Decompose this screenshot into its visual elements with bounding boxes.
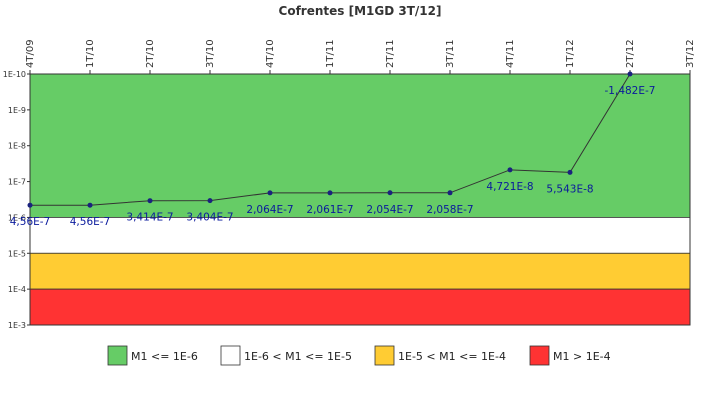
data-label: -1,482E-7 bbox=[605, 85, 656, 97]
y-tick-label: 1E-6 bbox=[8, 213, 26, 222]
band-0 bbox=[29, 73, 691, 218]
data-point bbox=[267, 190, 273, 196]
data-label: 4,721E-8 bbox=[486, 181, 533, 193]
legend-item: 1E-5 < M1 <= 1E-4 bbox=[374, 345, 506, 366]
data-point bbox=[627, 71, 633, 77]
data-point bbox=[27, 202, 33, 208]
legend-label: M1 <= 1E-6 bbox=[131, 350, 198, 363]
x-tick-label: 2T/10 bbox=[145, 39, 156, 68]
data-label: 5,543E-8 bbox=[546, 183, 593, 195]
band-2 bbox=[29, 252, 691, 290]
data-label: 2,064E-7 bbox=[246, 204, 293, 216]
legend: M1 <= 1E-6 1E-6 < M1 <= 1E-5 1E-5 < M1 <= … bbox=[107, 345, 611, 366]
data-point bbox=[87, 202, 93, 208]
data-point bbox=[327, 190, 333, 196]
legend-item: 1E-6 < M1 <= 1E-5 bbox=[220, 345, 352, 366]
legend-item: M1 > 1E-4 bbox=[529, 345, 611, 366]
y-axis: 1E-10 1E-9 1E-8 1E-7 1E-6 1E-5 1E-4 1E-3 bbox=[3, 70, 30, 330]
y-tick-label: 1E-4 bbox=[8, 285, 26, 294]
x-tick-label: 2T/11 bbox=[385, 39, 396, 68]
x-tick-label: 4T/11 bbox=[505, 39, 516, 68]
y-tick-label: 1E-3 bbox=[8, 321, 26, 330]
data-label: 4,56E-7 bbox=[10, 216, 50, 228]
data-label: 2,058E-7 bbox=[426, 204, 473, 216]
data-point bbox=[567, 169, 573, 175]
legend-label: 1E-6 < M1 <= 1E-5 bbox=[244, 350, 352, 363]
x-tick-label: 4T/10 bbox=[265, 39, 276, 68]
series-line-group: 4,56E-7 4,56E-7 3,414E-7 3,404E-7 2,064E-7 2,… bbox=[10, 71, 656, 228]
x-tick-label: 1T/11 bbox=[325, 39, 336, 68]
x-tick-label: 3T/12 bbox=[685, 39, 696, 68]
legend-swatch bbox=[107, 345, 128, 366]
x-tick-label: 2T/12 bbox=[625, 39, 636, 68]
x-tick-label: 1T/12 bbox=[565, 39, 576, 68]
legend-item: M1 <= 1E-6 bbox=[107, 345, 198, 366]
legend-swatch bbox=[220, 345, 241, 366]
y-tick-label: 1E-9 bbox=[8, 106, 26, 115]
legend-label: M1 > 1E-4 bbox=[553, 350, 611, 363]
chart-title: Cofrentes [M1GD 3T/12] bbox=[279, 4, 442, 18]
x-tick-label: 1T/10 bbox=[85, 39, 96, 68]
threshold-bands bbox=[29, 73, 691, 326]
data-label: 3,414E-7 bbox=[126, 212, 173, 224]
data-point bbox=[507, 167, 513, 173]
legend-swatch bbox=[529, 345, 550, 366]
y-tick-label: 1E-5 bbox=[8, 249, 26, 258]
x-tick-label: 3T/11 bbox=[445, 39, 456, 68]
legend-swatch bbox=[374, 345, 395, 366]
band-1 bbox=[29, 217, 691, 254]
data-point bbox=[207, 198, 213, 204]
data-label: 3,404E-7 bbox=[186, 212, 233, 224]
x-axis: 4T/09 1T/10 2T/10 3T/10 4T/10 1T/11 2T/11 3T/11… bbox=[25, 39, 696, 74]
x-tick-label: 3T/10 bbox=[205, 39, 216, 68]
band-3 bbox=[29, 288, 691, 326]
data-label: 2,061E-7 bbox=[306, 204, 353, 216]
data-point bbox=[447, 190, 453, 196]
y-tick-label: 1E-7 bbox=[8, 178, 26, 187]
y-tick-label: 1E-8 bbox=[8, 142, 26, 151]
data-point bbox=[147, 198, 153, 204]
plot-border bbox=[29, 73, 691, 326]
data-point bbox=[387, 190, 393, 196]
legend-label: 1E-5 < M1 <= 1E-4 bbox=[398, 350, 506, 363]
data-label: 4,56E-7 bbox=[70, 216, 110, 228]
y-tick-label: 1E-10 bbox=[3, 70, 26, 79]
data-label: 2,054E-7 bbox=[366, 204, 413, 216]
x-tick-label: 4T/09 bbox=[25, 39, 36, 68]
